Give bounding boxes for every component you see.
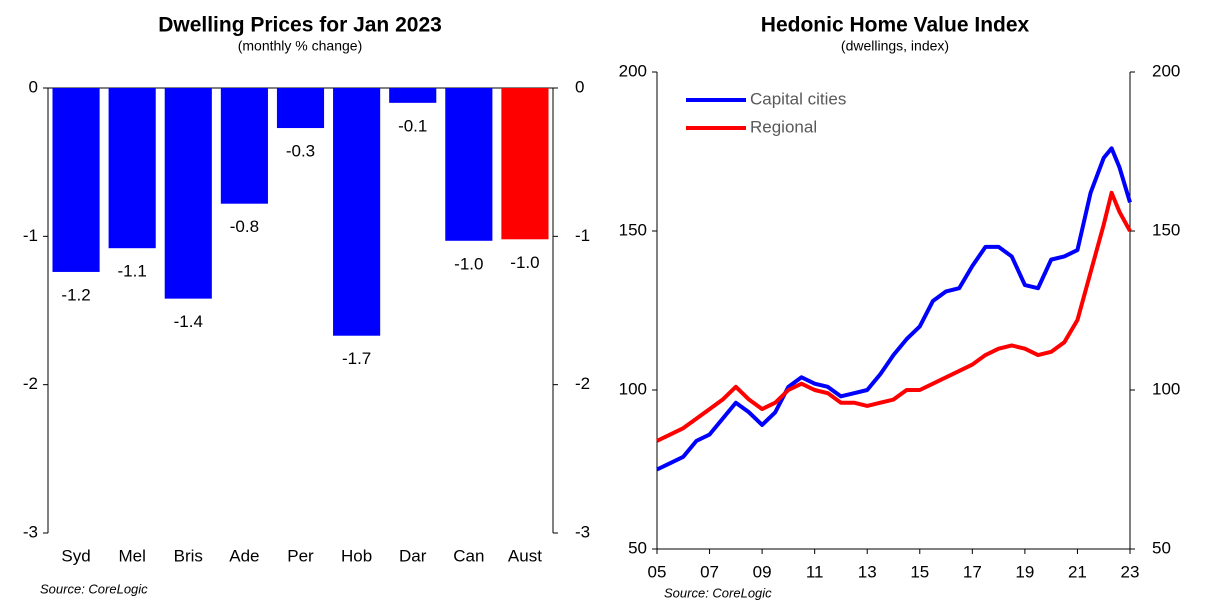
value-label: -0.1 <box>398 116 427 135</box>
y2-tick-label: -2 <box>575 374 590 393</box>
value-label: -1.1 <box>118 262 147 281</box>
y2-tick-label: 50 <box>1152 538 1171 557</box>
x-tick-label: 13 <box>858 562 877 581</box>
y-tick-label: 150 <box>619 220 647 239</box>
x-tick-label: 09 <box>753 562 772 581</box>
chart-subtitle: (dwellings, index) <box>841 38 949 54</box>
x-tick-label: Dar <box>399 546 427 565</box>
value-label: -0.3 <box>286 142 315 161</box>
y2-tick-label: 100 <box>1152 379 1180 398</box>
value-label: -0.8 <box>230 217 259 236</box>
bar <box>389 88 437 103</box>
y2-tick-label: 0 <box>575 77 584 96</box>
bar <box>52 88 100 272</box>
x-tick-label: Per <box>287 546 314 565</box>
source: Source: CoreLogic <box>664 585 772 600</box>
legend-label: Regional <box>750 117 817 136</box>
value-label: -1.0 <box>510 253 539 272</box>
legend-label: Capital cities <box>750 89 846 108</box>
bar <box>220 88 268 204</box>
bar <box>333 88 381 336</box>
x-tick-label: 19 <box>1015 562 1034 581</box>
y-tick-label: 100 <box>619 379 647 398</box>
y-tick-label: 0 <box>29 77 38 96</box>
chart-title: Hedonic Home Value Index <box>761 14 1030 37</box>
x-tick-label: Syd <box>61 546 90 565</box>
line-series <box>656 146 1132 472</box>
bar <box>276 88 325 129</box>
value-label: -1.4 <box>174 312 203 331</box>
value-label: -1.0 <box>454 254 483 273</box>
x-tick-label: Hob <box>341 546 372 565</box>
y2-tick-label: 200 <box>1152 61 1180 80</box>
y2-tick-label: -1 <box>575 226 590 245</box>
bar <box>501 88 549 240</box>
x-tick-label: 11 <box>806 562 824 581</box>
bar <box>108 88 156 249</box>
x-tick-label: 05 <box>648 562 667 581</box>
bar <box>445 88 493 241</box>
value-label: -1.2 <box>61 285 90 304</box>
y2-tick-label: 150 <box>1152 220 1180 239</box>
x-tick-label: Ade <box>229 546 259 565</box>
x-tick-label: Aust <box>508 546 542 565</box>
y2-tick-label: -3 <box>575 522 590 541</box>
source: Source: CoreLogic <box>40 581 148 596</box>
x-tick-label: 17 <box>963 562 982 581</box>
bar <box>164 88 212 299</box>
x-tick-label: Can <box>453 546 484 565</box>
x-tick-label: Mel <box>118 546 145 565</box>
y-tick-label: -1 <box>23 226 38 245</box>
y-tick-label: -3 <box>23 522 38 541</box>
line-series <box>656 190 1132 443</box>
y-tick-label: -2 <box>23 374 38 393</box>
x-tick-label: 21 <box>1068 562 1087 581</box>
x-tick-label: 15 <box>910 562 929 581</box>
chart-subtitle: (monthly % change) <box>238 38 363 54</box>
x-tick-label: Bris <box>174 546 203 565</box>
x-tick-label: 07 <box>700 562 719 581</box>
x-tick-label: 23 <box>1121 562 1140 581</box>
chart-title: Dwelling Prices for Jan 2023 <box>158 14 442 37</box>
y-tick-label: 200 <box>619 61 647 80</box>
y-tick-label: 50 <box>628 538 647 557</box>
value-label: -1.7 <box>342 349 371 368</box>
